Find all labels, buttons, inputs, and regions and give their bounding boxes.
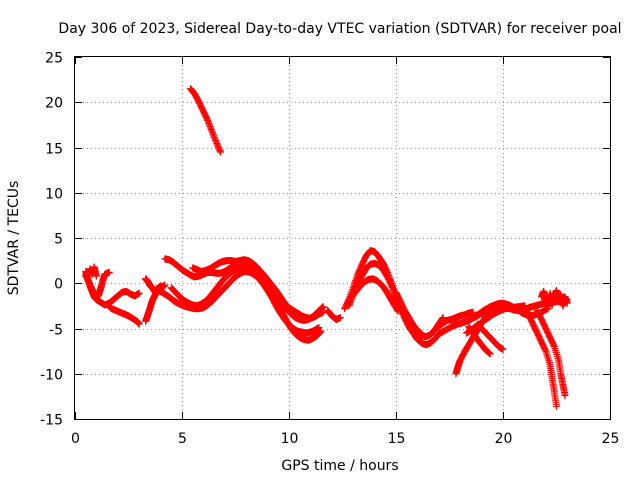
x-tick-label: 25: [602, 431, 620, 447]
series-track-8: [152, 267, 323, 337]
series-track-10: [189, 256, 327, 324]
series-track-11: [187, 85, 225, 156]
data-point: [205, 119, 213, 127]
data-point: [206, 121, 214, 129]
y-tick-label: 25: [45, 51, 63, 67]
x-tick-label: 0: [71, 431, 80, 447]
series-track-22: [473, 320, 507, 353]
data-point: [92, 272, 100, 280]
y-tick-label: -15: [40, 413, 63, 429]
x-tick-label: 20: [495, 431, 513, 447]
data-point: [563, 299, 571, 307]
data-point: [499, 345, 507, 353]
data-point: [388, 284, 396, 292]
data-point: [418, 330, 426, 338]
data-point: [346, 299, 354, 307]
data-point: [105, 268, 113, 276]
data-point: [207, 124, 215, 132]
series-track-16: [392, 288, 426, 338]
data-point: [469, 308, 477, 316]
data-point: [217, 148, 225, 156]
data-point: [336, 314, 344, 322]
series-track-15: [347, 275, 402, 315]
x-tick-label: 5: [178, 431, 187, 447]
data-point: [553, 402, 560, 410]
x-tick-label: 10: [281, 431, 299, 447]
y-axis-ticks: -15 -10 -5 0 5 10 15 20 25: [40, 51, 610, 429]
data-point: [209, 129, 217, 137]
y-tick-label: 15: [45, 142, 63, 158]
data-point: [206, 123, 214, 131]
data-point: [204, 118, 212, 126]
data-point: [135, 289, 143, 297]
data-point: [135, 320, 143, 328]
data-point: [204, 116, 212, 124]
y-tick-label: 20: [45, 96, 63, 112]
y-tick-label: 10: [45, 187, 63, 203]
data-point: [216, 147, 224, 155]
data-point: [345, 302, 353, 310]
series-track-2: [82, 268, 113, 302]
data-point: [316, 328, 324, 336]
data-point: [394, 306, 402, 314]
data-point: [211, 135, 219, 143]
series-track-23: [465, 323, 494, 358]
data-point: [209, 130, 217, 138]
data-point: [486, 350, 494, 358]
data-marks: [82, 85, 571, 410]
chart-title: Day 306 of 2023, Sidereal Day-to-day VTE…: [58, 21, 621, 37]
data-point: [550, 341, 558, 349]
series-track-26: [538, 286, 571, 311]
x-axis-label: GPS time / hours: [281, 458, 398, 474]
y-tick-label: -5: [49, 323, 63, 339]
x-tick-label: 15: [388, 431, 406, 447]
data-point: [207, 126, 215, 134]
data-point: [388, 282, 396, 290]
series-track-25: [533, 306, 569, 399]
data-point: [541, 346, 549, 354]
series-track-4: [103, 300, 143, 328]
data-point: [389, 285, 397, 293]
data-point: [394, 307, 402, 315]
series-track-12: [324, 306, 344, 323]
plot-frame: [74, 56, 611, 420]
data-point: [208, 127, 216, 135]
series-track-3: [86, 263, 100, 280]
data-point: [561, 391, 569, 399]
data-point: [212, 137, 220, 145]
data-point: [210, 133, 218, 141]
data-point: [317, 327, 325, 335]
y-tick-label: -10: [40, 368, 63, 384]
data-point: [346, 300, 354, 308]
series-track-24: [520, 302, 560, 410]
y-axis-label: SDTVAR / TECUs: [6, 181, 22, 296]
data-point: [210, 132, 218, 140]
y-tick-label: 5: [54, 232, 63, 248]
grid-lines: [75, 57, 610, 419]
data-point: [161, 281, 169, 289]
data-point: [319, 303, 327, 311]
series-track-17: [435, 308, 477, 331]
y-tick-label: 0: [54, 277, 63, 293]
x-axis-ticks: 0 5 10 15 20 25: [71, 57, 619, 447]
data-point: [316, 329, 324, 337]
